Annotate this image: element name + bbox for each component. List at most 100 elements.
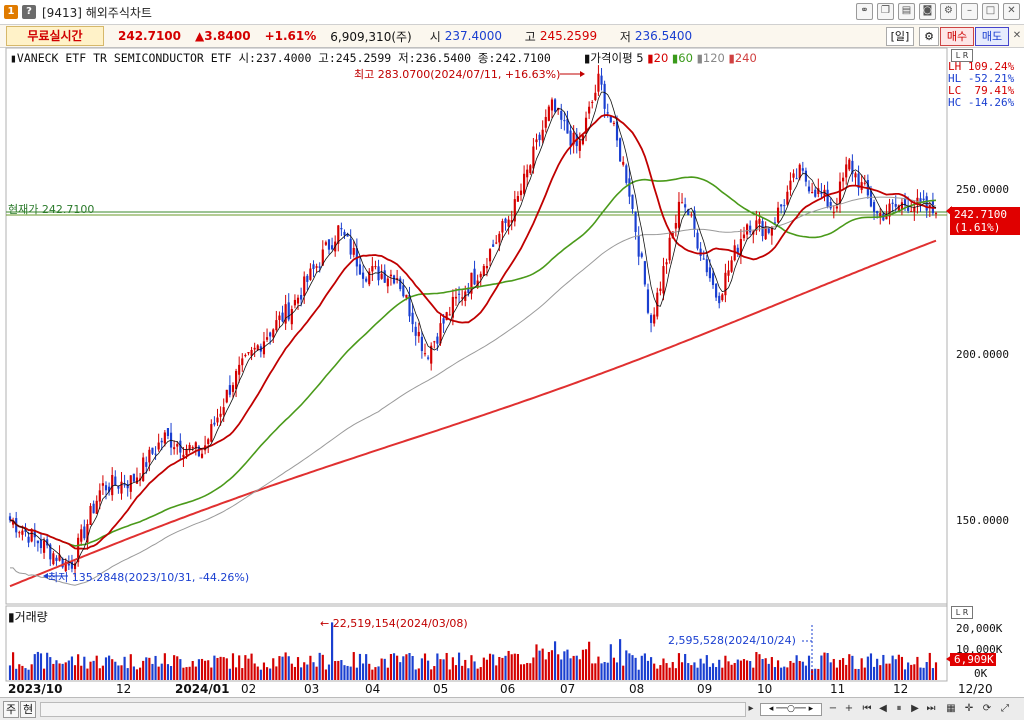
volume-bar [399,662,402,680]
volume-bar [928,652,931,680]
volume-bar [244,655,247,680]
volume-bar [866,656,869,680]
volume-bar [479,667,482,680]
maximize-icon[interactable]: □ [982,3,999,20]
volume-bar [516,654,519,680]
volume-bar [724,655,727,680]
candle-body [148,449,151,463]
candle-body [55,557,58,561]
realtime-mode-badge[interactable]: 무료실시간 [6,26,104,46]
candle-body [767,228,770,233]
volume-bar [188,666,191,680]
volume-bar [643,653,646,680]
volume-bar [238,655,241,680]
current-price-tag: 242.7100 (1.61%) [950,207,1020,235]
candle-body [42,540,46,553]
minimize-icon[interactable]: – [961,3,978,20]
volume-bar [461,665,464,680]
legend-ma60[interactable]: ▮60 [671,51,693,65]
volume-bar [427,660,430,680]
volume-bar [903,669,907,680]
volume-bar [680,662,684,680]
candle-body [365,278,368,282]
current-price-line-label: 현재가 242.7100 [8,203,95,216]
candle-body [876,211,879,214]
volume-bar [730,664,733,680]
candle-body [832,212,835,214]
price-axis-tick: 200.0000 [956,348,1009,361]
candle-body [303,276,306,296]
candle-body [247,352,250,354]
volume-bar [318,652,321,680]
volume-bar [842,658,845,680]
candle-body [566,118,569,134]
volume-bar [27,669,30,680]
zoom-in-icon[interactable]: + [844,703,854,714]
volume-bar [696,667,699,680]
crosshair-icon[interactable]: ✛ [964,703,974,714]
link-icon[interactable]: ⚭ [856,3,873,20]
volume-bar [405,654,408,680]
chart-settings-icon[interactable]: ⚙ [919,27,939,46]
zoom-slider[interactable]: ◂ ──○── ▸ [760,703,822,716]
volume-bar [89,661,92,680]
candle-body [727,270,730,276]
volume-bar [24,668,27,680]
legend-ma240[interactable]: ▮240 [728,51,757,65]
pause-icon[interactable]: ⏸ [896,703,902,714]
volume-bar [876,658,879,680]
volume-bar [671,662,674,680]
refresh-icon[interactable]: ⟳ [982,703,992,714]
next-icon[interactable]: ▶ [911,703,919,714]
last-icon[interactable]: ⏭ [926,703,936,714]
settings-icon[interactable]: ⚙ [940,3,957,20]
camera-icon[interactable]: ◙ [919,3,936,20]
volume-bar [838,659,842,680]
volume-bar [185,667,188,680]
buy-button[interactable]: 매수 [940,27,974,46]
legend-ma120[interactable]: ▮120 [696,51,725,65]
volume-bar [108,655,111,680]
candle-body [8,516,12,521]
volume-bar [430,669,433,680]
chart-scrollbar[interactable] [40,702,746,717]
close-icon[interactable]: ✕ [1003,3,1020,20]
first-icon[interactable]: ⏮ [862,703,872,714]
stat-hc: HC -14.26% [948,96,1015,109]
volume-bar [293,666,297,680]
period-week-button[interactable]: 주 [3,701,19,718]
candle-body [547,106,550,121]
scroll-right-icon[interactable]: ▸ [748,703,754,714]
volume-bar [640,655,643,680]
panel-close-icon[interactable]: ✕ [1012,30,1022,41]
candle-body [216,417,219,423]
period-current-button[interactable]: 현 [20,701,36,718]
prev-icon[interactable]: ◀ [879,703,887,714]
lr-toggle-price[interactable]: L R [951,49,973,62]
screen-number-button[interactable]: 1 [4,5,18,19]
candle-body [457,293,461,295]
expand-icon[interactable]: ⤢ [1001,703,1009,714]
volume-bar [365,654,368,680]
volume-bar [755,652,758,680]
volume-bar [138,667,142,680]
zoom-out-icon[interactable]: − [828,703,838,714]
date-tick: 2023/10 [8,682,63,696]
legend-ma20[interactable]: ▮20 [647,51,669,65]
help-button[interactable]: ? [22,5,36,19]
grid-icon[interactable]: ▦ [946,703,956,714]
period-day-button[interactable]: [일] [886,27,914,46]
copy-icon[interactable]: ❐ [877,3,894,20]
high-label: 고 [524,29,536,44]
candle-body [331,245,334,250]
volume-bar [872,666,876,680]
volume-bar [253,663,256,680]
volume-axis-tick: 10,000K [956,643,1003,656]
volume-bar [386,667,389,680]
save-icon[interactable]: ▤ [898,3,915,20]
volume-bar [569,658,572,680]
sell-button[interactable]: 매도 [975,27,1009,46]
volume-bar [854,668,857,680]
lr-toggle-volume[interactable]: L R [951,606,973,619]
